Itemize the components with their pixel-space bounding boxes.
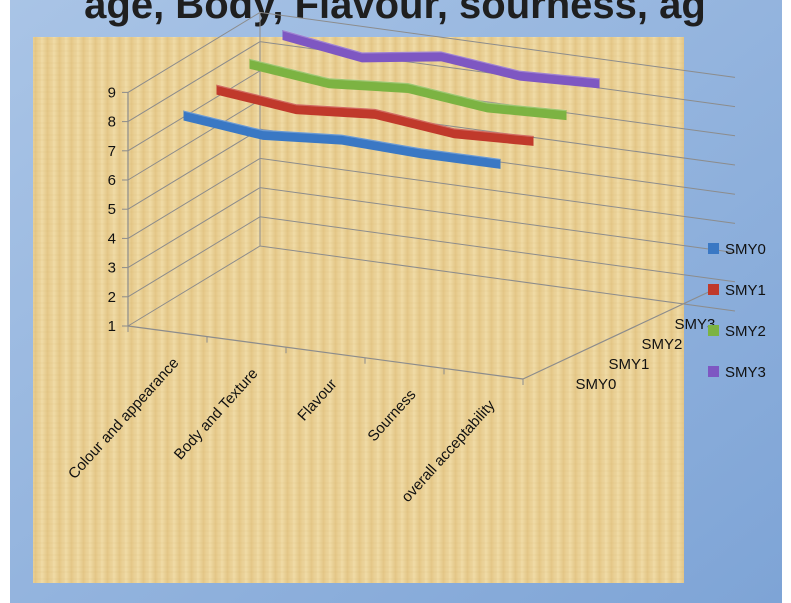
legend-swatch-smy0: [708, 243, 719, 254]
series-layer: [183, 29, 600, 169]
series-highlight-smy0: [183, 110, 501, 161]
z-depth-label: SMY3: [675, 316, 716, 333]
legend-label-smy3: SMY3: [725, 364, 766, 381]
x-axis-line: [127, 325, 524, 380]
y-tick-label: 1: [108, 318, 116, 335]
chart-title-partial: age, Body, Flavour, sourness, ag: [84, 0, 706, 27]
z-axis-line: [522, 288, 716, 380]
series-highlight-smy2: [249, 58, 567, 112]
y-tick-label: 3: [108, 260, 116, 277]
plot-area: [33, 37, 684, 583]
y-tick-label: 9: [108, 84, 116, 101]
legend-label-smy0: SMY0: [725, 241, 766, 258]
y-tick-label: 4: [108, 230, 116, 247]
series-highlight-smy3: [282, 29, 600, 80]
legend-label-smy2: SMY2: [725, 323, 766, 340]
series-line-smy2: [249, 58, 567, 121]
y-tick-label: 7: [108, 143, 116, 160]
series-line-smy3: [282, 29, 600, 89]
legend: SMY0 SMY1 SMY2 SMY3: [708, 241, 766, 381]
y-tick-label: 5: [108, 201, 116, 218]
legend-label-smy1: SMY1: [725, 282, 766, 299]
y-tick-label: 8: [108, 114, 116, 131]
legend-swatch-smy1: [708, 284, 719, 295]
y-tick-label: 6: [108, 172, 116, 189]
series-line-smy1: [216, 84, 534, 146]
z-depth-label: SMY2: [642, 336, 683, 353]
y-tick-label: 2: [108, 289, 116, 306]
z-depth-label: SMY1: [609, 356, 650, 373]
series-highlight-smy1: [216, 84, 534, 138]
z-depth-label: SMY0: [576, 376, 617, 393]
legend-swatch-smy3: [708, 366, 719, 377]
legend-swatch-smy2: [708, 325, 719, 336]
series-line-smy0: [183, 110, 501, 169]
